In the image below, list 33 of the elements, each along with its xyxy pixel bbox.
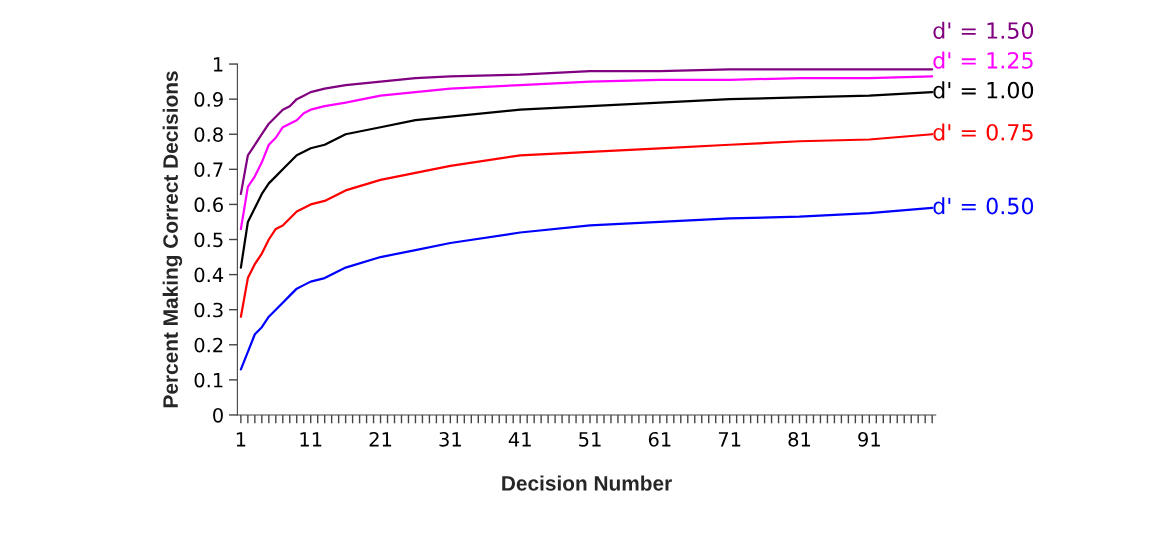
y-tick-label: 0.9: [194, 92, 223, 107]
x-tick-label: 51: [579, 432, 601, 447]
series-label: d' = 0.75: [933, 123, 1033, 141]
x-tick-label: 11: [300, 432, 322, 447]
y-tick-label: 0.3: [194, 302, 223, 318]
x-tick-label: 31: [439, 431, 461, 447]
x-tick-label: 71: [718, 432, 741, 447]
series-label: d' = 1.50: [933, 21, 1034, 39]
x-tick-label: 21: [369, 431, 392, 447]
x-tick-label: 41: [508, 432, 531, 447]
y-tick-label: 0.1: [194, 372, 223, 388]
y-tick-label: 0.2: [194, 337, 223, 353]
x-tick-label: 81: [788, 431, 811, 447]
x-tick-label: 1: [236, 432, 246, 447]
line-series: [239, 68, 934, 195]
x-axis-title: Decision Number: [502, 475, 672, 491]
y-tick-label: 0: [213, 407, 223, 423]
y-tick-label: 0.5: [194, 232, 223, 248]
y-tick-label: 0.6: [194, 197, 223, 213]
x-tick-label: 61: [648, 431, 671, 447]
y-tick-label: 0.7: [194, 162, 223, 177]
line-series: [239, 206, 934, 371]
y-tick-label: 1: [213, 57, 223, 72]
series-label: d' = 1.00: [933, 81, 1034, 99]
line-series: [239, 133, 934, 318]
y-tick-label: 0.8: [194, 127, 223, 142]
x-tick-label: 91: [858, 431, 880, 447]
y-tick-label: 0.4: [194, 267, 224, 283]
y-axis-title: Percent Making Correct Decisions: [162, 71, 183, 408]
series-label: d' = 0.50: [933, 197, 1034, 215]
line-series: [239, 91, 934, 269]
line-series: [239, 75, 934, 231]
series-label: d' = 1.25: [933, 51, 1033, 69]
